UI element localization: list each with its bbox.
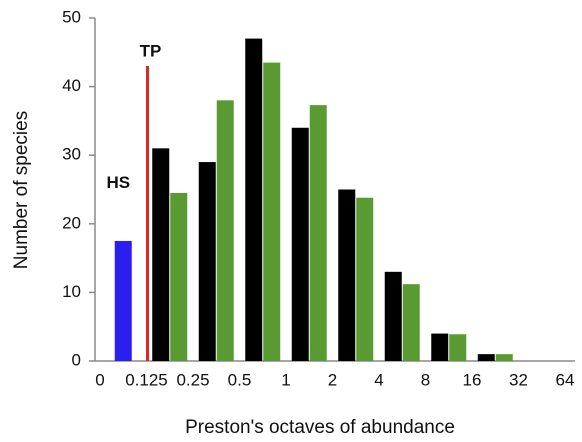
annotation: HS bbox=[106, 173, 130, 192]
bar bbox=[431, 333, 449, 361]
bar bbox=[384, 271, 402, 361]
x-tick-label: 16 bbox=[463, 370, 482, 389]
y-tick-label: 40 bbox=[62, 76, 81, 95]
x-tick-label: 0 bbox=[95, 370, 104, 389]
bar bbox=[338, 189, 356, 361]
y-tick-label: 30 bbox=[62, 145, 81, 164]
x-tick-label: 0.125 bbox=[125, 370, 168, 389]
bar bbox=[198, 162, 216, 361]
x-tick-label: 8 bbox=[421, 370, 430, 389]
x-tick-label: 32 bbox=[509, 370, 528, 389]
y-tick-label: 20 bbox=[62, 213, 81, 232]
x-tick-label: 4 bbox=[374, 370, 383, 389]
x-tick-label: 0.5 bbox=[228, 370, 252, 389]
x-tick-label: 2 bbox=[328, 370, 337, 389]
y-tick-label: 0 bbox=[72, 350, 81, 369]
x-tick-label: 64 bbox=[556, 370, 575, 389]
bar bbox=[291, 127, 309, 361]
x-tick-label: 0.25 bbox=[176, 370, 209, 389]
bar bbox=[170, 192, 188, 361]
bar bbox=[245, 38, 263, 361]
x-tick-label: 1 bbox=[281, 370, 290, 389]
bar bbox=[356, 197, 374, 361]
bar bbox=[152, 148, 170, 361]
y-axis-label: Number of species bbox=[11, 111, 32, 269]
tp-label: TP bbox=[140, 42, 162, 61]
y-tick-label: 50 bbox=[62, 7, 81, 26]
bar bbox=[309, 105, 327, 361]
bar bbox=[495, 354, 513, 361]
bar bbox=[477, 354, 495, 361]
bar bbox=[402, 284, 420, 361]
bar bbox=[114, 240, 132, 361]
y-tick-label: 10 bbox=[62, 282, 81, 301]
bar bbox=[263, 62, 281, 362]
bar bbox=[216, 100, 234, 361]
x-axis-label: Preston's octaves of abundance bbox=[185, 417, 455, 438]
bar bbox=[449, 334, 467, 361]
